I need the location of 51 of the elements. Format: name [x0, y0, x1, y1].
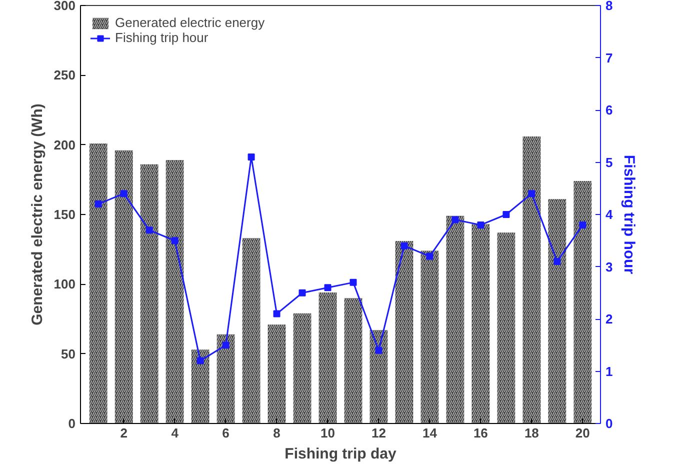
point [94, 200, 102, 208]
point [528, 190, 536, 198]
x-tick-label: 10 [320, 426, 335, 440]
y2-tick-label: 3 [606, 259, 613, 274]
x-tick-label: 4 [171, 426, 180, 440]
y2-axis-title: Fishing trip hour [620, 154, 638, 274]
y-tick-label: 0 [68, 416, 76, 431]
x-tick-label: 20 [575, 426, 590, 440]
point [452, 216, 459, 224]
y2-tick-label: 1 [606, 364, 613, 379]
point [324, 284, 332, 292]
y2-tick-label: 5 [606, 154, 613, 170]
point [120, 190, 128, 198]
y2-tick-label: 2 [606, 312, 613, 326]
x-tick-label: 12 [372, 426, 386, 440]
y-tick-label: 250 [54, 68, 76, 83]
x-tick-label: 16 [473, 426, 488, 440]
point [554, 258, 561, 266]
point [273, 310, 280, 318]
point [350, 278, 357, 286]
x-tick-label: 2 [120, 426, 128, 440]
x-tick-label: 18 [524, 426, 539, 440]
y-tick-label: 100 [54, 276, 76, 292]
y2-tick-label: 8 [606, 0, 613, 13]
point [146, 226, 153, 234]
x-axis-title: Fishing trip day [284, 446, 397, 462]
point [579, 221, 586, 228]
point [248, 154, 255, 161]
point [171, 237, 178, 244]
y-tick-label: 150 [54, 207, 76, 222]
y2-tick-label: 7 [606, 50, 613, 66]
point [502, 211, 510, 218]
legend-label: Fishing trip hour [115, 30, 208, 45]
point [196, 357, 204, 364]
x-tick-label: 8 [273, 426, 280, 440]
y2-tick-label: 0 [606, 416, 613, 431]
point [477, 221, 484, 228]
point [222, 342, 230, 349]
y2-tick-label: 6 [606, 102, 613, 118]
x-tick-label: 14 [422, 426, 438, 440]
y-tick-label: 300 [54, 0, 76, 13]
y-tick-label: 50 [61, 346, 76, 362]
y-tick-label: 200 [54, 137, 76, 152]
x-tick-label: 6 [222, 426, 230, 440]
point [375, 346, 382, 354]
legend-label: Generated electric energy [115, 15, 265, 30]
point [426, 252, 434, 260]
y2-tick-label: 4 [606, 207, 614, 222]
point [298, 289, 306, 296]
point [400, 242, 408, 250]
y-axis-title: Generated electric energy (Wh) [28, 104, 46, 326]
